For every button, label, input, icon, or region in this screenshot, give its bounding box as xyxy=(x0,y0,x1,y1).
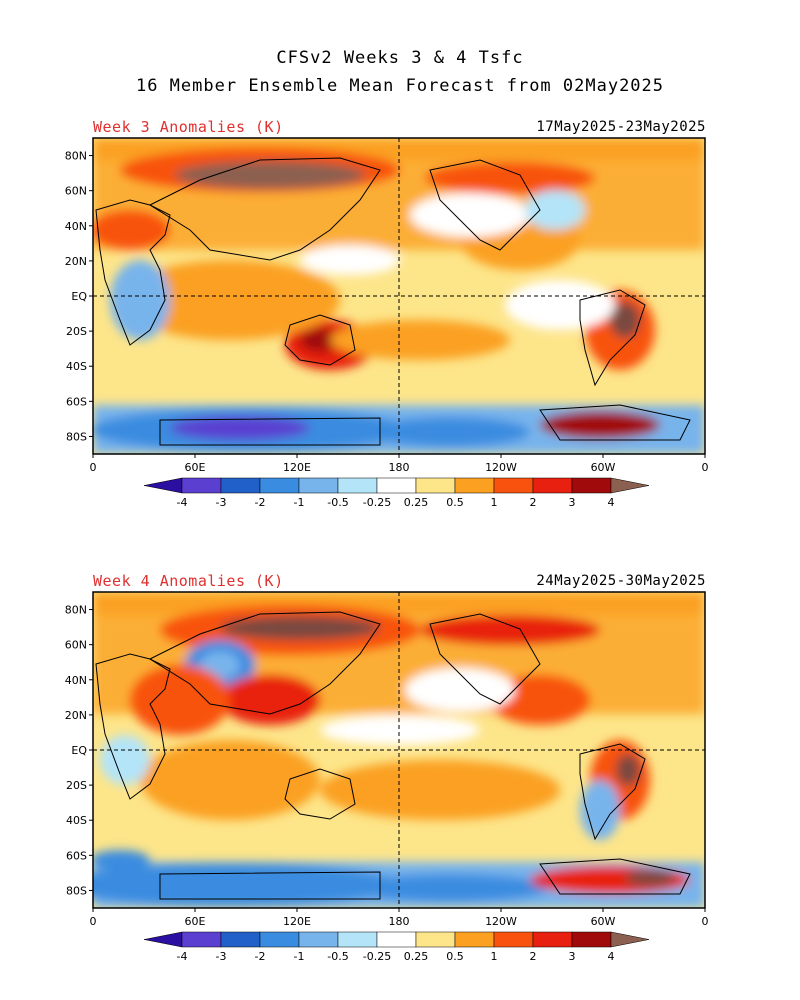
colorbar-box xyxy=(376,931,417,948)
week4-colorbar: -4 -3 -2 -1 -0.5 -0.25 0.25 0.5 1 2 3 4 xyxy=(143,931,650,963)
colorbar-label: -3 xyxy=(216,950,227,963)
lon-label: 180 xyxy=(389,461,410,474)
colorbar-label: -0.5 xyxy=(327,950,348,963)
lat-label: 80S xyxy=(66,884,87,897)
colorbar-box xyxy=(298,931,339,948)
colorbar-box xyxy=(571,931,612,948)
colorbar-label: 4 xyxy=(608,950,615,963)
lon-label: 120W xyxy=(485,461,517,474)
lon-label: 120W xyxy=(485,915,517,928)
week4-title: Week 4 Anomalies (K) xyxy=(93,572,284,590)
colorbar-arrow-high xyxy=(610,477,650,494)
colorbar-label: -4 xyxy=(177,496,188,509)
lon-label: 0 xyxy=(702,461,709,474)
colorbar-arrow-low xyxy=(143,477,183,494)
week4-dates: 24May2025-30May2025 xyxy=(536,573,706,589)
colorbar-label: 2 xyxy=(530,496,537,509)
colorbar-box xyxy=(493,931,534,948)
lat-label: 20N xyxy=(65,709,87,722)
lon-label: 120E xyxy=(283,461,311,474)
lon-label: 60W xyxy=(591,461,616,474)
colorbar-label: 1 xyxy=(491,496,498,509)
lat-label: 40S xyxy=(66,360,87,373)
lat-label: 40N xyxy=(65,674,87,687)
lat-label: 60N xyxy=(65,185,87,198)
colorbar-box xyxy=(298,477,339,494)
colorbar-box xyxy=(415,477,456,494)
colorbar-label: 4 xyxy=(608,496,615,509)
colorbar-label: 3 xyxy=(569,496,576,509)
colorbar-box xyxy=(220,477,261,494)
colorbar-label: -2 xyxy=(255,496,266,509)
lat-label: 20N xyxy=(65,255,87,268)
lon-label: 60W xyxy=(591,915,616,928)
colorbar-label: -3 xyxy=(216,496,227,509)
colorbar-label: -0.25 xyxy=(363,496,391,509)
colorbar-label: -0.25 xyxy=(363,950,391,963)
lat-label: 40S xyxy=(66,814,87,827)
week3-colorbar: -4 -3 -2 -1 -0.5 -0.25 0.25 0.5 1 2 3 4 xyxy=(143,477,650,509)
colorbar-box xyxy=(415,931,456,948)
colorbar-label: -1 xyxy=(294,496,305,509)
colorbar-arrow-low xyxy=(143,931,183,948)
week3-map: 80N 60N 40N 20N EQ 20S 40S 60S 80S 0 60E 120E 180 120… xyxy=(65,137,709,474)
week3-dates: 17May2025-23May2025 xyxy=(536,119,706,135)
colorbar-label: 0.5 xyxy=(446,950,464,963)
lat-label: EQ xyxy=(71,290,87,303)
colorbar-arrow-high xyxy=(610,931,650,948)
colorbar-label: -2 xyxy=(255,950,266,963)
lat-label: 20S xyxy=(66,779,87,792)
colorbar-label: -4 xyxy=(177,950,188,963)
colorbar-box xyxy=(493,477,534,494)
colorbar-box xyxy=(259,477,300,494)
colorbar-box xyxy=(181,477,222,494)
lat-label: 80N xyxy=(65,604,87,617)
colorbar-label: 1 xyxy=(491,950,498,963)
lat-label: 80S xyxy=(66,430,87,443)
colorbar-box xyxy=(259,931,300,948)
lat-label: EQ xyxy=(71,744,87,757)
colorbar-box xyxy=(181,931,222,948)
colorbar-label: 3 xyxy=(569,950,576,963)
week3-title: Week 3 Anomalies (K) xyxy=(93,118,284,136)
lon-label: 0 xyxy=(90,461,97,474)
colorbar-box xyxy=(454,477,495,494)
lon-label: 120E xyxy=(283,915,311,928)
lon-label: 60E xyxy=(185,461,206,474)
colorbar-box xyxy=(220,931,261,948)
colorbar-box xyxy=(532,477,573,494)
figure-subtitle: 16 Member Ensemble Mean Forecast from 02… xyxy=(135,76,665,96)
colorbar-label: -0.5 xyxy=(327,496,348,509)
lon-label: 0 xyxy=(90,915,97,928)
lat-label: 60S xyxy=(66,849,87,862)
colorbar-box xyxy=(337,931,378,948)
colorbar-box xyxy=(571,477,612,494)
colorbar-label: 2 xyxy=(530,950,537,963)
lon-label: 0 xyxy=(702,915,709,928)
colorbar-label: 0.5 xyxy=(446,496,464,509)
week4-map: 80N 60N 40N 20N EQ 20S 40S 60S 80S 0 60E 120E 180 120… xyxy=(65,591,709,928)
lat-label: 40N xyxy=(65,220,87,233)
colorbar-box xyxy=(376,477,417,494)
lat-label: 20S xyxy=(66,325,87,338)
colorbar-label: 0.25 xyxy=(404,950,429,963)
colorbar-label: -1 xyxy=(294,950,305,963)
colorbar-label: 0.25 xyxy=(404,496,429,509)
figure-title: CFSv2 Weeks 3 & 4 Tsfc xyxy=(276,48,524,68)
lat-label: 60S xyxy=(66,395,87,408)
colorbar-box xyxy=(337,477,378,494)
lon-label: 60E xyxy=(185,915,206,928)
lon-label: 180 xyxy=(389,915,410,928)
colorbar-box xyxy=(532,931,573,948)
lat-label: 60N xyxy=(65,639,87,652)
lat-label: 80N xyxy=(65,150,87,163)
colorbar-box xyxy=(454,931,495,948)
